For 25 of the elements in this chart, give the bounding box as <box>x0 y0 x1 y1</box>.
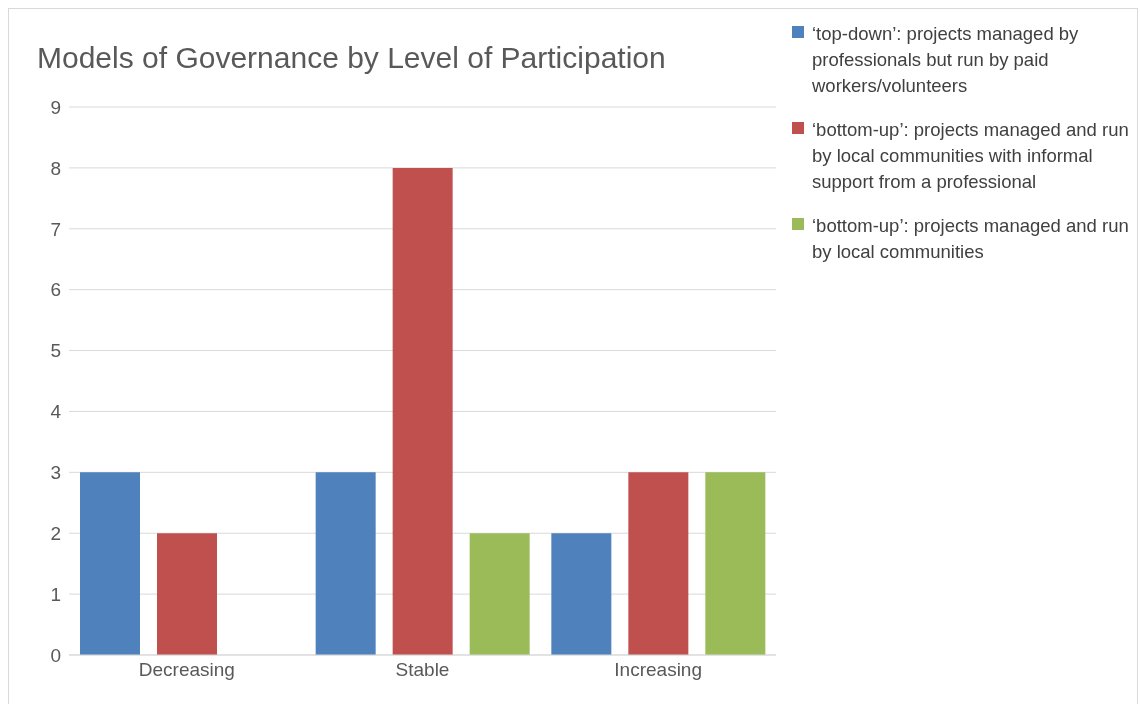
legend-label: ‘bottom-up’: projects managed and run by local communities with informal support from a professional <box>812 118 1130 194</box>
bar <box>157 533 217 655</box>
legend-label: ‘bottom-up’: projects managed and run by local communities <box>812 214 1130 264</box>
bar <box>315 472 376 655</box>
y-tick-label: 8 <box>50 157 61 179</box>
chart-title: Models of Governance by Level of Participation <box>37 41 666 75</box>
x-tick-label: Increasing <box>614 659 702 681</box>
bar <box>392 167 453 655</box>
y-tick-label: 4 <box>50 401 62 423</box>
x-tick-label: Stable <box>395 659 450 681</box>
y-tick-label: 9 <box>50 96 61 118</box>
y-tick-label: 2 <box>50 522 61 544</box>
y-tick-label: 1 <box>50 583 61 605</box>
y-tick-label: 6 <box>50 279 61 301</box>
y-tick-label: 5 <box>50 340 61 362</box>
y-tick-label: 7 <box>50 218 61 240</box>
bar <box>705 472 766 655</box>
y-tick-label: 3 <box>50 462 61 484</box>
legend-label: ‘top-down’: projects managed by professionals but run by paid workers/volunteers <box>812 22 1080 98</box>
bar <box>80 472 140 655</box>
x-tick-label: Decreasing <box>138 659 235 681</box>
y-tick-label: 0 <box>50 644 61 666</box>
bar <box>551 533 612 655</box>
bar <box>628 472 689 655</box>
bar <box>469 533 530 655</box>
